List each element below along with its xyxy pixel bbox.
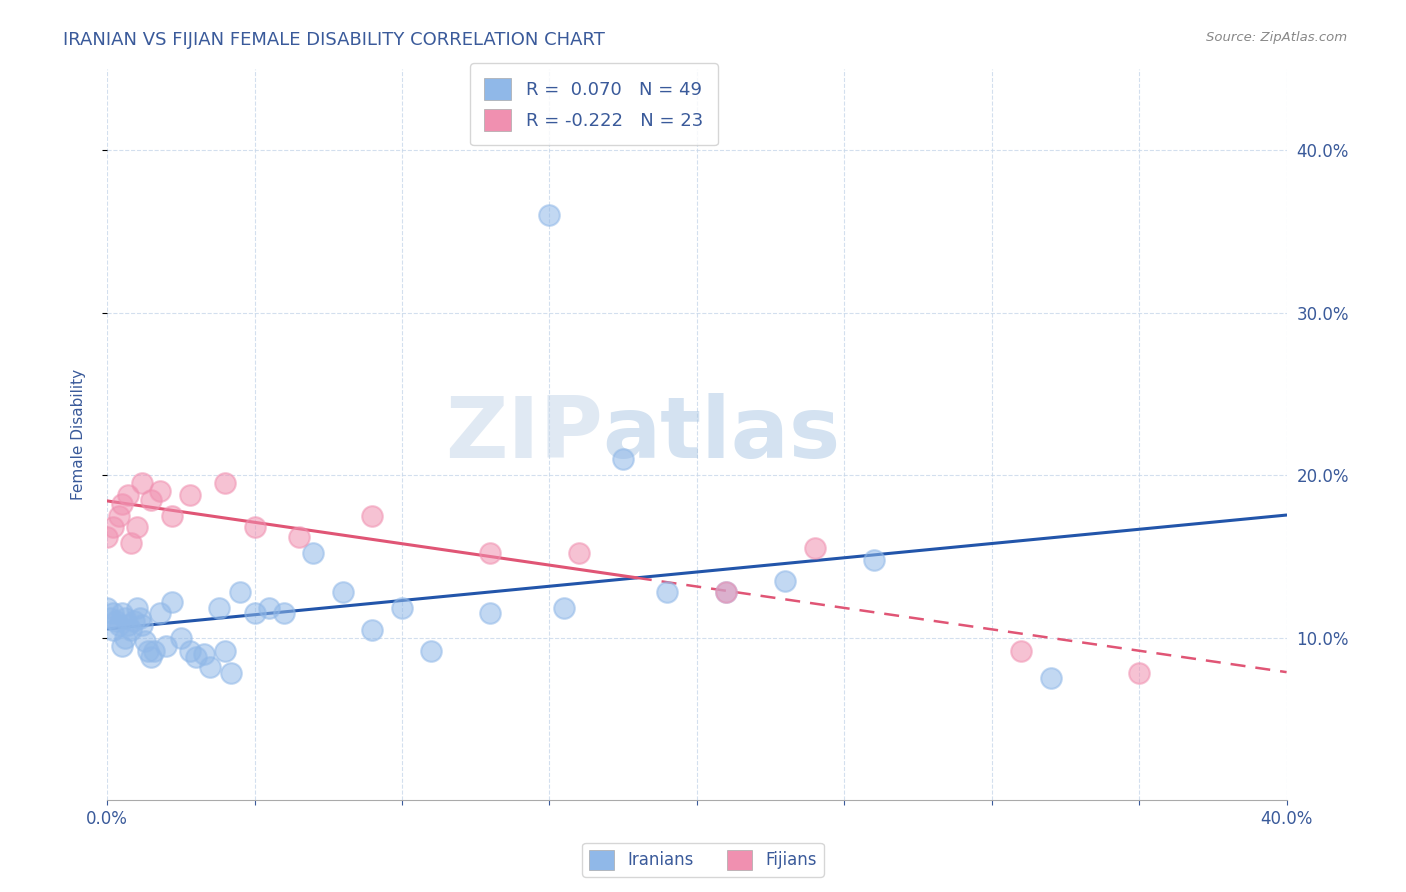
Point [479, 607, 502, 621]
Point [804, 541, 827, 556]
Point [125, 601, 148, 615]
Point [104, 615, 127, 629]
Point [273, 607, 295, 621]
Point [229, 585, 252, 599]
Point [149, 484, 172, 499]
Point [111, 497, 134, 511]
Point [214, 643, 236, 657]
Point [143, 643, 166, 657]
Point [775, 574, 797, 588]
Point [538, 208, 561, 222]
Text: Source: ZipAtlas.com: Source: ZipAtlas.com [1206, 31, 1347, 45]
Point [208, 601, 231, 615]
Point [361, 508, 384, 523]
Point [259, 601, 281, 615]
Point [1010, 643, 1032, 657]
Point [134, 634, 156, 648]
Point [170, 631, 193, 645]
Point [96, 601, 118, 615]
Point [114, 631, 136, 645]
Point [553, 601, 575, 615]
Point [128, 611, 150, 625]
Point [287, 530, 309, 544]
Point [479, 546, 502, 560]
Point [117, 488, 139, 502]
Point [332, 585, 354, 599]
Point [98, 611, 121, 625]
Point [184, 650, 207, 665]
Point [120, 536, 142, 550]
Point [101, 520, 124, 534]
Point [420, 643, 443, 657]
Point [219, 666, 242, 681]
Point [138, 643, 160, 657]
Legend: R =  0.070   N = 49, R = -0.222   N = 23: R = 0.070 N = 49, R = -0.222 N = 23 [470, 63, 717, 145]
Point [120, 623, 142, 637]
Point [160, 508, 183, 523]
Point [131, 617, 153, 632]
Point [243, 520, 266, 534]
Point [141, 650, 163, 665]
Point [200, 660, 222, 674]
Point [179, 643, 201, 657]
Point [657, 585, 679, 599]
Point [568, 546, 591, 560]
Point [302, 546, 325, 560]
Point [101, 623, 124, 637]
Point [114, 611, 136, 625]
Point [96, 530, 118, 544]
Point [391, 601, 413, 615]
Point [125, 520, 148, 534]
Point [179, 488, 201, 502]
Text: ZIP: ZIP [444, 393, 603, 476]
Point [141, 492, 163, 507]
Point [122, 615, 145, 629]
Point [716, 585, 738, 599]
Point [155, 639, 177, 653]
Point [108, 617, 131, 632]
Y-axis label: Female Disability: Female Disability [72, 369, 86, 500]
Point [149, 607, 172, 621]
Point [111, 639, 134, 653]
Point [716, 585, 738, 599]
Text: atlas: atlas [603, 393, 841, 476]
Point [108, 508, 131, 523]
Point [131, 476, 153, 491]
Legend: Iranians, Fijians: Iranians, Fijians [582, 843, 824, 877]
Point [243, 607, 266, 621]
Point [214, 476, 236, 491]
Point [361, 623, 384, 637]
Text: IRANIAN VS FIJIAN FEMALE DISABILITY CORRELATION CHART: IRANIAN VS FIJIAN FEMALE DISABILITY CORR… [63, 31, 605, 49]
Point [117, 617, 139, 632]
Point [101, 607, 124, 621]
Point [1039, 671, 1062, 685]
Point [160, 595, 183, 609]
Point [862, 552, 884, 566]
Point [111, 607, 134, 621]
Point [612, 451, 634, 466]
Point [193, 647, 215, 661]
Point [1128, 666, 1150, 681]
